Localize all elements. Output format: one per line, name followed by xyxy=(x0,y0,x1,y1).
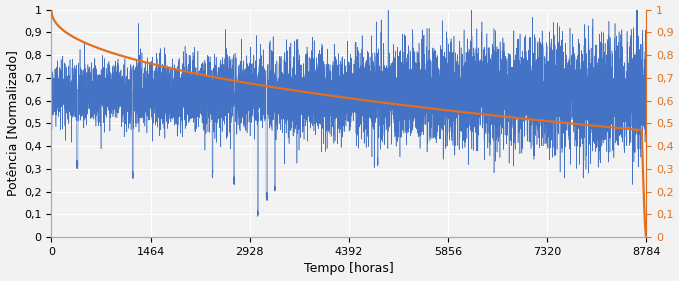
Y-axis label: Potência [Normalizado]: Potência [Normalizado] xyxy=(5,50,18,196)
X-axis label: Tempo [horas]: Tempo [horas] xyxy=(304,262,394,275)
